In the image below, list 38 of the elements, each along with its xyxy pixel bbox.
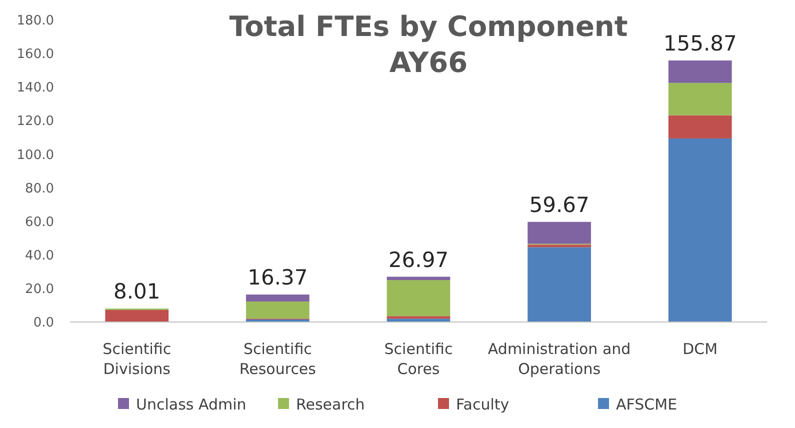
bar <box>668 82 732 116</box>
bar <box>246 302 310 319</box>
bar <box>246 294 310 302</box>
total-label: 26.97 <box>388 248 449 272</box>
total-label: 16.37 <box>248 266 308 290</box>
bar <box>386 280 450 316</box>
x-tick-label: Scientific Cores <box>384 340 453 378</box>
y-tick-label: 160.0 <box>16 47 54 62</box>
y-tick-label: 80.0 <box>25 181 54 196</box>
bar <box>386 316 450 319</box>
legend-label: Research <box>296 395 365 414</box>
bar <box>528 244 591 248</box>
y-tick-label: 100.0 <box>16 148 54 163</box>
y-tick-label: 140.0 <box>16 80 54 96</box>
bar <box>528 247 591 322</box>
legend-label: Faculty <box>456 395 510 414</box>
bar <box>105 310 169 322</box>
legend-label: Unclass Admin <box>136 395 246 414</box>
bar <box>668 138 732 322</box>
bar <box>528 222 591 244</box>
bar <box>386 276 450 280</box>
y-tick-label: 40.0 <box>25 248 54 264</box>
y-tick-label: 0.0 <box>33 316 54 331</box>
legend-label: AFSCME <box>616 395 678 414</box>
x-tick-label: Scientific Divisions <box>102 340 172 378</box>
total-label: 8.01 <box>114 280 160 304</box>
x-tick-label: Scientific Resources <box>239 340 316 378</box>
x-tick-label: Administration and Operations <box>488 340 631 378</box>
y-tick-label: 20.0 <box>25 282 54 297</box>
bar <box>668 115 732 138</box>
y-tick-label: 60.0 <box>25 214 54 230</box>
x-tick-label: DCM <box>682 340 718 358</box>
bar <box>668 60 732 83</box>
total-label: 59.67 <box>529 192 590 217</box>
y-tick-label: 180.0 <box>16 14 54 29</box>
chart-title: Total FTEs by Component AY66 <box>229 10 628 79</box>
y-tick-label: 120.0 <box>16 114 54 130</box>
total-label: 155.87 <box>663 31 737 56</box>
